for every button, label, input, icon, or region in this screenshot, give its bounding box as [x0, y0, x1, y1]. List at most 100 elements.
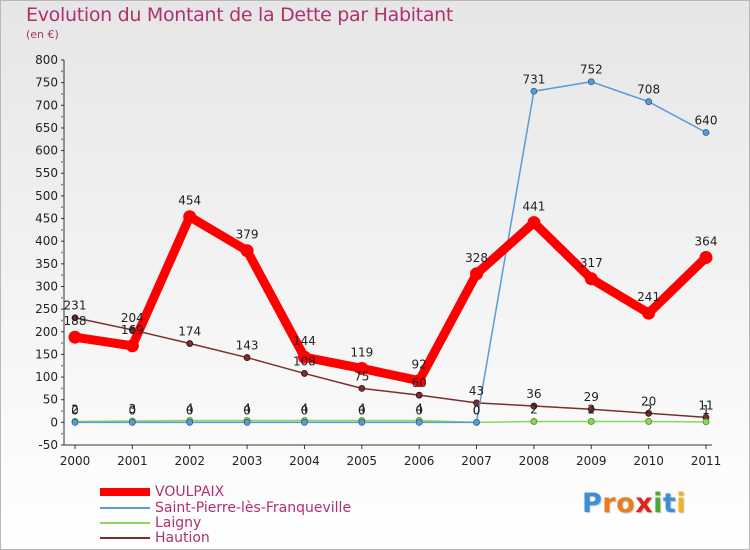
y-tick-label: 800	[35, 53, 58, 67]
x-tick-label: 2006	[404, 454, 435, 468]
series-haution	[71, 314, 710, 421]
y-tick-label: 400	[35, 234, 58, 248]
y-tick-label: 350	[35, 257, 58, 271]
data-point-saint-pierre	[587, 78, 595, 86]
logo-letter: o	[616, 488, 636, 519]
data-point-saint-pierre	[530, 87, 538, 95]
data-label-saint-pierre: 731	[522, 72, 545, 86]
data-label-laigny: 1	[702, 403, 710, 417]
y-minor-tick	[61, 206, 63, 209]
data-point-laigny	[645, 418, 653, 425]
data-point-haution	[530, 402, 538, 410]
data-label-voulpaix: 241	[637, 290, 660, 304]
y-tick-label: 50	[43, 393, 58, 407]
y-minor-tick	[61, 296, 63, 299]
data-label-saint-pierre: 708	[637, 83, 660, 97]
x-tick-label: 2001	[117, 454, 148, 468]
legend-label-haution: Haution	[155, 530, 210, 546]
data-label-voulpaix: 364	[695, 234, 718, 248]
data-point-haution	[415, 391, 423, 399]
data-label-saint-pierre: 0	[71, 403, 79, 417]
logo-letter: i	[676, 488, 687, 519]
data-label-haution: 43	[469, 384, 484, 398]
data-label-saint-pierre: 0	[301, 403, 309, 417]
series-line-laigny	[74, 419, 707, 424]
data-point-saint-pierre	[358, 418, 366, 426]
y-tick-label: 700	[35, 98, 58, 112]
y-minor-tick	[61, 161, 63, 163]
data-label-voulpaix: 441	[522, 200, 545, 214]
proxiti-logo: Proxiti	[582, 488, 686, 519]
data-label-haution: 29	[584, 390, 599, 404]
y-tick-label: 600	[35, 144, 58, 158]
data-point-haution	[243, 354, 251, 361]
y-tick-label: -50	[38, 438, 58, 452]
data-point-laigny	[587, 418, 595, 425]
data-label-haution: 174	[178, 325, 201, 339]
y-tick-label: 750	[35, 76, 58, 90]
logo-letter: t	[662, 488, 677, 519]
x-tick-label: 2009	[576, 454, 607, 468]
data-point-voulpaix	[527, 216, 541, 230]
y-minor-tick	[61, 115, 63, 118]
data-point-voulpaix	[240, 244, 254, 258]
legend-swatch-laigny	[100, 522, 150, 524]
series-line-haution	[74, 316, 707, 419]
chart-subtitle: (en €)	[26, 28, 59, 41]
data-label-saint-pierre: 0	[473, 403, 481, 417]
data-label-laigny: 2	[645, 402, 653, 416]
series-saint-pierre	[71, 78, 710, 426]
data-label-haution: 143	[236, 339, 259, 353]
y-minor-tick	[61, 342, 63, 344]
data-point-laigny	[530, 418, 538, 425]
data-point-laigny	[702, 418, 710, 426]
data-point-saint-pierre	[702, 129, 710, 136]
data-label-laigny: 4	[301, 402, 309, 416]
legend-label-saint-pierre: Saint-Pierre-lès-Franqueville	[155, 500, 352, 516]
x-tick-label: 2005	[347, 454, 378, 468]
logo-letter: r	[602, 488, 617, 519]
data-label-voulpaix: 188	[64, 314, 87, 328]
x-tick-label: 2007	[461, 454, 492, 468]
y-tick-label: 450	[35, 212, 58, 226]
y-tick-label: 0	[50, 415, 58, 429]
data-point-saint-pierre	[186, 418, 194, 426]
series-line-saint-pierre	[74, 80, 707, 424]
legend-item-haution: Haution	[100, 530, 420, 546]
data-label-laigny: 4	[186, 402, 194, 416]
series-layer	[68, 78, 713, 426]
data-label-voulpaix: 144	[293, 334, 316, 348]
data-label-laigny: 2	[530, 402, 538, 416]
data-label-laigny: 4	[243, 402, 251, 416]
data-label-haution: 11	[698, 398, 713, 412]
data-label-haution: 231	[64, 299, 87, 313]
x-tick-label: 2000	[60, 454, 91, 468]
y-tick-label: 300	[35, 279, 58, 293]
data-label-voulpaix: 169	[121, 323, 144, 337]
data-point-voulpaix	[584, 272, 598, 286]
y-minor-tick	[61, 70, 63, 73]
y-minor-tick	[61, 138, 63, 141]
data-label-saint-pierre: 640	[695, 113, 718, 127]
data-label-laigny: 2	[587, 402, 595, 416]
data-label-laigny: 3	[129, 402, 137, 416]
x-tick-label: 2002	[174, 454, 205, 468]
x-tick-label: 2011	[691, 454, 722, 468]
data-label-haution: 108	[293, 354, 316, 368]
x-tick-label: 2010	[633, 454, 664, 468]
y-tick-label: 200	[35, 325, 58, 339]
legend-swatch-saint-pierre	[100, 507, 150, 509]
legend-label-voulpaix: VOULPAIX	[155, 484, 225, 500]
data-label-saint-pierre: 0	[243, 403, 251, 417]
logo-letter: P	[582, 488, 603, 519]
data-point-voulpaix	[355, 361, 369, 375]
data-label-saint-pierre: 752	[580, 63, 603, 77]
y-minor-tick	[61, 251, 63, 254]
data-point-saint-pierre	[71, 418, 79, 426]
axes: -500501001502002503003504004505005506006…	[35, 53, 721, 468]
data-point-saint-pierre	[128, 418, 136, 426]
data-label-saint-pierre: 0	[129, 403, 137, 417]
y-minor-tick	[61, 387, 63, 390]
